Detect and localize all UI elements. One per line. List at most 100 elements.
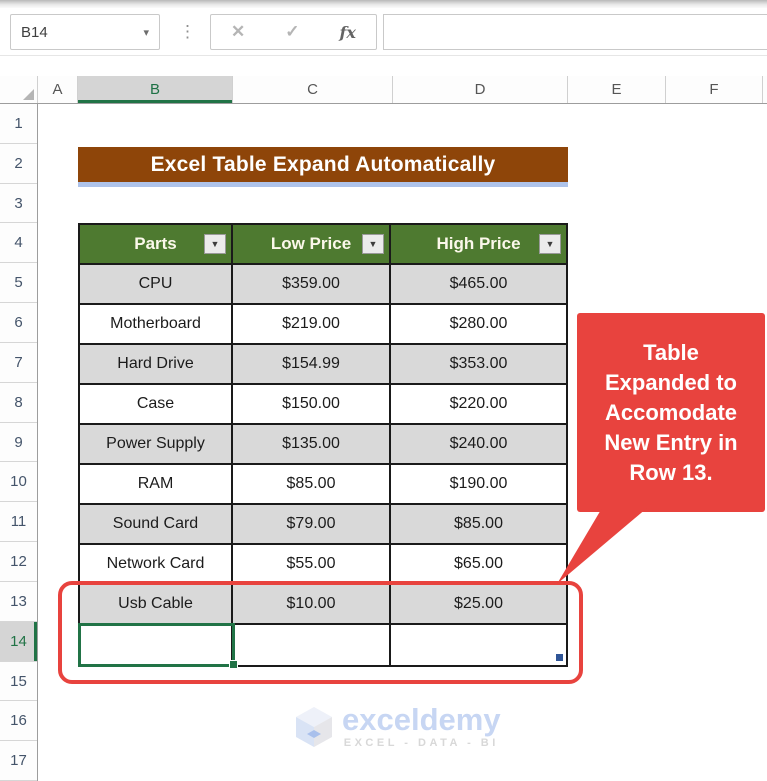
cell-low-price[interactable]: $55.00: [233, 545, 391, 585]
cell-part[interactable]: Sound Card: [80, 505, 233, 545]
ribbon-bottom-edge: [0, 0, 767, 8]
column-header-b-selected[interactable]: B: [78, 76, 233, 103]
cell-high-price[interactable]: $465.00: [391, 265, 566, 305]
table-row: Network Card $55.00 $65.00: [80, 545, 566, 585]
row-header-5[interactable]: 5: [0, 263, 37, 304]
cell-low-price[interactable]: $150.00: [233, 385, 391, 425]
cell-high-price[interactable]: $65.00: [391, 545, 566, 585]
insert-function-icon[interactable]: fx: [339, 22, 356, 42]
watermark-tagline: EXCEL - DATA - BI: [343, 737, 499, 749]
title-banner: Excel Table Expand Automatically: [78, 147, 568, 182]
cell-part[interactable]: CPU: [80, 265, 233, 305]
table-row: CPU $359.00 $465.00: [80, 265, 566, 305]
cell-low-price[interactable]: $10.00: [233, 585, 391, 625]
row-header-15[interactable]: 15: [0, 662, 37, 702]
cancel-icon[interactable]: ✕: [231, 22, 246, 41]
filter-dropdown-icon: ▼: [210, 238, 220, 249]
cell-high-price[interactable]: $353.00: [391, 345, 566, 385]
name-box-dropdown-icon[interactable]: ▾: [143, 26, 149, 39]
exceldemy-watermark: exceldemy EXCEL - DATA - BI: [294, 704, 501, 749]
column-headers: A B C D E F: [0, 76, 767, 104]
watermark-brand: exceldemy: [342, 702, 501, 737]
header-label-parts: Parts: [134, 234, 177, 253]
filter-button-high-price[interactable]: ▼: [539, 234, 561, 254]
row-headers: 1 2 3 4 5 6 7 8 9 10 11 12 13 14 15 16 1…: [0, 104, 38, 781]
formula-buttons-group: ✕ ✓ fx: [210, 14, 377, 50]
cell-high-price[interactable]: $240.00: [391, 425, 566, 465]
table-row: Usb Cable $10.00 $25.00: [80, 585, 566, 625]
row-header-6[interactable]: 6: [0, 303, 37, 343]
table-row: Motherboard $219.00 $280.00: [80, 305, 566, 345]
cell-part[interactable]: RAM: [80, 465, 233, 505]
header-label-low-price: Low Price: [270, 234, 352, 253]
row-header-13[interactable]: 13: [0, 582, 37, 622]
active-cell-selection-b14[interactable]: [78, 623, 235, 667]
column-header-d[interactable]: D: [393, 76, 568, 103]
row-header-3[interactable]: 3: [0, 184, 37, 224]
cell-d14-empty[interactable]: [391, 625, 566, 665]
row-header-4[interactable]: 4: [0, 223, 37, 264]
cell-low-price[interactable]: $85.00: [233, 465, 391, 505]
highlight-rectangle-rows-13-14: [58, 581, 583, 684]
row-header-10[interactable]: 10: [0, 462, 37, 503]
name-box[interactable]: B14 ▾: [10, 14, 160, 50]
row-header-2[interactable]: 2: [0, 144, 37, 184]
table-resize-handle[interactable]: [556, 654, 563, 661]
cell-part[interactable]: Hard Drive: [80, 345, 233, 385]
formula-bar-row: B14 ▾ ⋮ ✕ ✓ fx: [0, 8, 767, 56]
column-header-c[interactable]: C: [233, 76, 393, 103]
table-row: Power Supply $135.00 $240.00: [80, 425, 566, 465]
row-header-11[interactable]: 11: [0, 502, 37, 543]
title-banner-underline: [78, 182, 568, 187]
row-header-1[interactable]: 1: [0, 104, 37, 144]
cell-high-price[interactable]: $25.00: [391, 585, 566, 625]
cell-part[interactable]: Usb Cable: [80, 585, 233, 625]
table-row: Sound Card $79.00 $85.00: [80, 505, 566, 545]
cell-high-price[interactable]: $190.00: [391, 465, 566, 505]
row-header-7[interactable]: 7: [0, 343, 37, 383]
more-options-icon[interactable]: ⋮: [179, 22, 196, 41]
select-all-triangle-icon: [23, 89, 34, 100]
enter-icon[interactable]: ✓: [285, 22, 300, 41]
row-header-9[interactable]: 9: [0, 423, 37, 463]
formula-bar-input[interactable]: [383, 14, 767, 50]
cell-low-price[interactable]: $359.00: [233, 265, 391, 305]
cell-low-price[interactable]: $135.00: [233, 425, 391, 465]
cell-part[interactable]: Network Card: [80, 545, 233, 585]
cell-part[interactable]: Case: [80, 385, 233, 425]
row-header-17[interactable]: 17: [0, 741, 37, 781]
row-header-12[interactable]: 12: [0, 542, 37, 582]
row-header-8[interactable]: 8: [0, 383, 37, 423]
cell-low-price[interactable]: $219.00: [233, 305, 391, 345]
header-cell-parts: Parts ▼: [80, 225, 233, 265]
table-row: Case $150.00 $220.00: [80, 385, 566, 425]
cell-high-price[interactable]: $280.00: [391, 305, 566, 345]
table-empty-row-14: [80, 625, 566, 665]
column-header-f[interactable]: F: [666, 76, 763, 103]
filter-dropdown-icon: ▼: [545, 238, 555, 249]
row-header-14-selected[interactable]: 14: [0, 621, 37, 662]
filter-dropdown-icon: ▼: [368, 238, 378, 249]
cell-high-price[interactable]: $220.00: [391, 385, 566, 425]
column-header-partial[interactable]: [763, 76, 767, 103]
table-row: Hard Drive $154.99 $353.00: [80, 345, 566, 385]
watermark-text: exceldemy EXCEL - DATA - BI: [342, 702, 501, 750]
table-header-row: Parts ▼ Low Price ▼ High Price ▼: [80, 225, 566, 265]
cell-high-price[interactable]: $85.00: [391, 505, 566, 545]
cell-low-price[interactable]: $154.99: [233, 345, 391, 385]
callout-tail: [557, 508, 647, 584]
cell-part[interactable]: Motherboard: [80, 305, 233, 345]
filter-button-low-price[interactable]: ▼: [362, 234, 384, 254]
header-cell-high-price: High Price ▼: [391, 225, 566, 265]
cell-low-price[interactable]: $79.00: [233, 505, 391, 545]
cell-c14-empty[interactable]: [233, 625, 391, 665]
column-header-e[interactable]: E: [568, 76, 666, 103]
filter-button-parts[interactable]: ▼: [204, 234, 226, 254]
row-header-16[interactable]: 16: [0, 701, 37, 742]
cell-part[interactable]: Power Supply: [80, 425, 233, 465]
header-label-high-price: High Price: [436, 234, 521, 253]
select-all-corner[interactable]: [0, 76, 38, 103]
column-header-a[interactable]: A: [38, 76, 78, 103]
fill-handle[interactable]: [229, 660, 238, 669]
